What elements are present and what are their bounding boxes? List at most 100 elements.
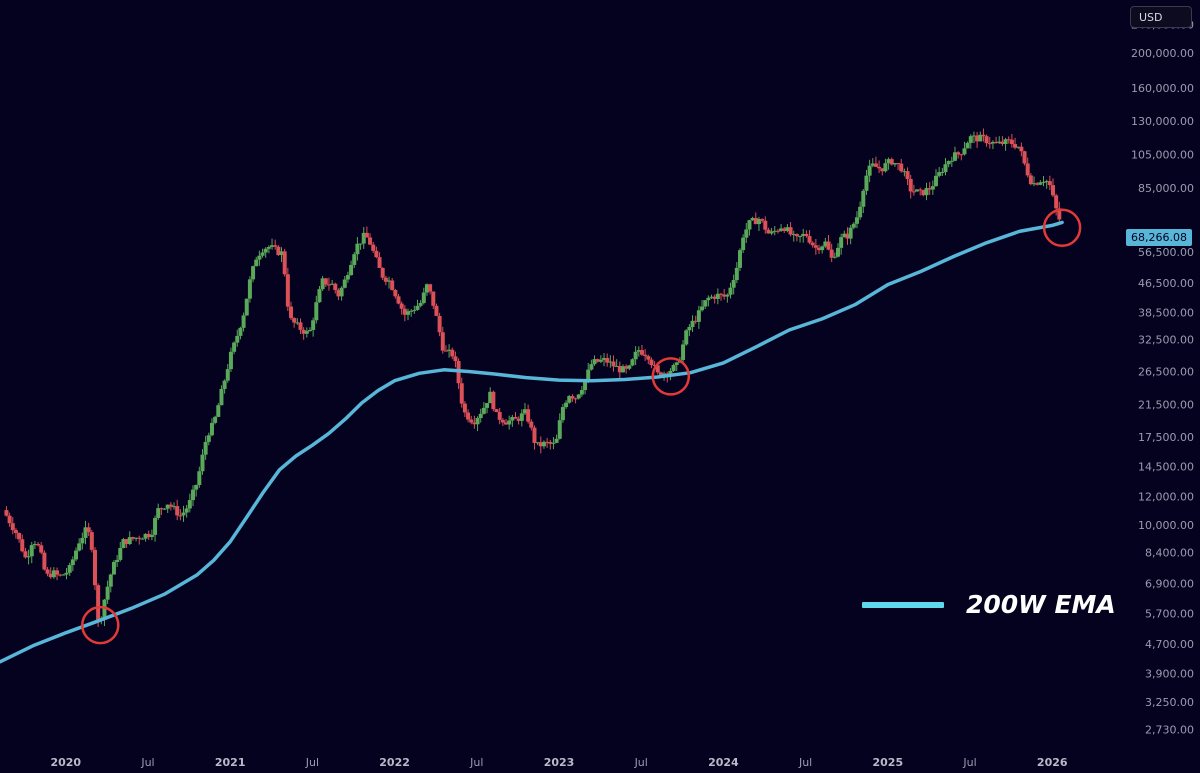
candle-body (232, 342, 237, 352)
candle-body (829, 249, 834, 258)
candle-body (96, 585, 101, 621)
x-tick-label: Jul (140, 756, 154, 769)
candle-body (671, 365, 676, 371)
candle-body (83, 527, 88, 538)
candle-body (510, 417, 515, 421)
candle-body (225, 369, 230, 381)
candle-body (1057, 208, 1062, 220)
candle-body (620, 366, 625, 373)
candle-body (886, 159, 891, 164)
candle-body (709, 296, 714, 298)
candle-body (124, 539, 129, 545)
candle-body (190, 489, 195, 501)
candle-body (937, 172, 942, 176)
candle-body (418, 302, 423, 306)
candle-body (475, 418, 480, 425)
y-tick-label: 12,000.00 (1138, 490, 1194, 503)
legend-swatch (862, 602, 944, 608)
candle-body (731, 280, 736, 288)
candle-body (504, 422, 509, 425)
candle-body (266, 246, 271, 249)
y-tick-label: 3,250.00 (1145, 696, 1194, 709)
candle-body (326, 284, 331, 286)
candle-body (105, 586, 110, 600)
candle-body (611, 361, 616, 367)
candle-body (200, 454, 205, 472)
candle-body (412, 309, 417, 311)
candle-body (915, 189, 920, 192)
candle-body (579, 390, 584, 395)
y-tick-label: 2,730.00 (1145, 724, 1194, 737)
candle-body (307, 329, 312, 332)
x-tick-label: Jul (469, 756, 483, 769)
candle-body (447, 349, 452, 351)
candle-body (867, 165, 872, 176)
y-tick-label: 10,000.00 (1138, 519, 1194, 532)
last-price-tag: 68,266.08 (1126, 229, 1192, 246)
candle-body (247, 279, 252, 299)
candle-body (1009, 139, 1014, 145)
candle-body (48, 573, 53, 578)
candle-body (649, 359, 654, 366)
candle-body (481, 407, 486, 414)
candle-body (491, 391, 496, 410)
candle-body (851, 223, 856, 228)
candle-body (333, 283, 338, 291)
y-tick-label: 3,900.00 (1145, 667, 1194, 680)
candle-body (873, 163, 878, 167)
candle-body (77, 543, 82, 551)
candle-body (137, 537, 142, 539)
candle-body (858, 206, 863, 218)
candle-body (756, 218, 761, 225)
y-axis: 240,000.00200,000.00160,000.00130,000.00… (1131, 18, 1194, 736)
candle-body (984, 136, 989, 144)
candle-body (194, 485, 199, 490)
candle-body (387, 280, 392, 282)
candle-body (143, 533, 148, 539)
candle-body (428, 284, 433, 292)
candle-body (643, 354, 648, 357)
candle-body (1000, 141, 1005, 145)
candle-body (203, 441, 208, 455)
currency-selector[interactable]: USD (1130, 6, 1192, 28)
candle-body (760, 218, 765, 221)
candle-body (627, 365, 632, 369)
candle-body (23, 551, 28, 558)
candle-body (1025, 163, 1030, 176)
candle-body (485, 403, 490, 408)
candle-body (459, 383, 464, 404)
highlight-circle (1042, 208, 1082, 247)
candle-body (968, 136, 973, 143)
candle-body (892, 163, 897, 165)
candle-body (813, 245, 818, 248)
candle-body (399, 303, 404, 309)
candle-body (997, 141, 1002, 144)
y-tick-label: 5,700.00 (1145, 608, 1194, 621)
candle-body (570, 396, 575, 399)
candle-body (608, 361, 613, 363)
candle-body (592, 359, 597, 365)
candle-body (696, 310, 701, 322)
candle-body (889, 159, 894, 165)
candle-body (804, 233, 809, 237)
legend-label: 200W EMA (966, 590, 1116, 619)
candle-body (58, 574, 63, 576)
candle-body (374, 250, 379, 258)
candle-body (121, 539, 126, 549)
candle-body (598, 359, 603, 362)
candle-body (466, 412, 471, 420)
candle-body (737, 250, 742, 268)
candle-body (102, 599, 107, 619)
candle-body (257, 255, 262, 260)
candle-body (7, 515, 12, 524)
candle-body (687, 327, 692, 331)
candle-body (655, 365, 660, 373)
candle-body (317, 289, 322, 303)
candle-body (260, 252, 265, 256)
candle-body (567, 396, 572, 403)
candle-body (703, 300, 708, 307)
candle-body (314, 302, 319, 321)
candle-body (548, 441, 553, 444)
candle-body (127, 537, 132, 545)
